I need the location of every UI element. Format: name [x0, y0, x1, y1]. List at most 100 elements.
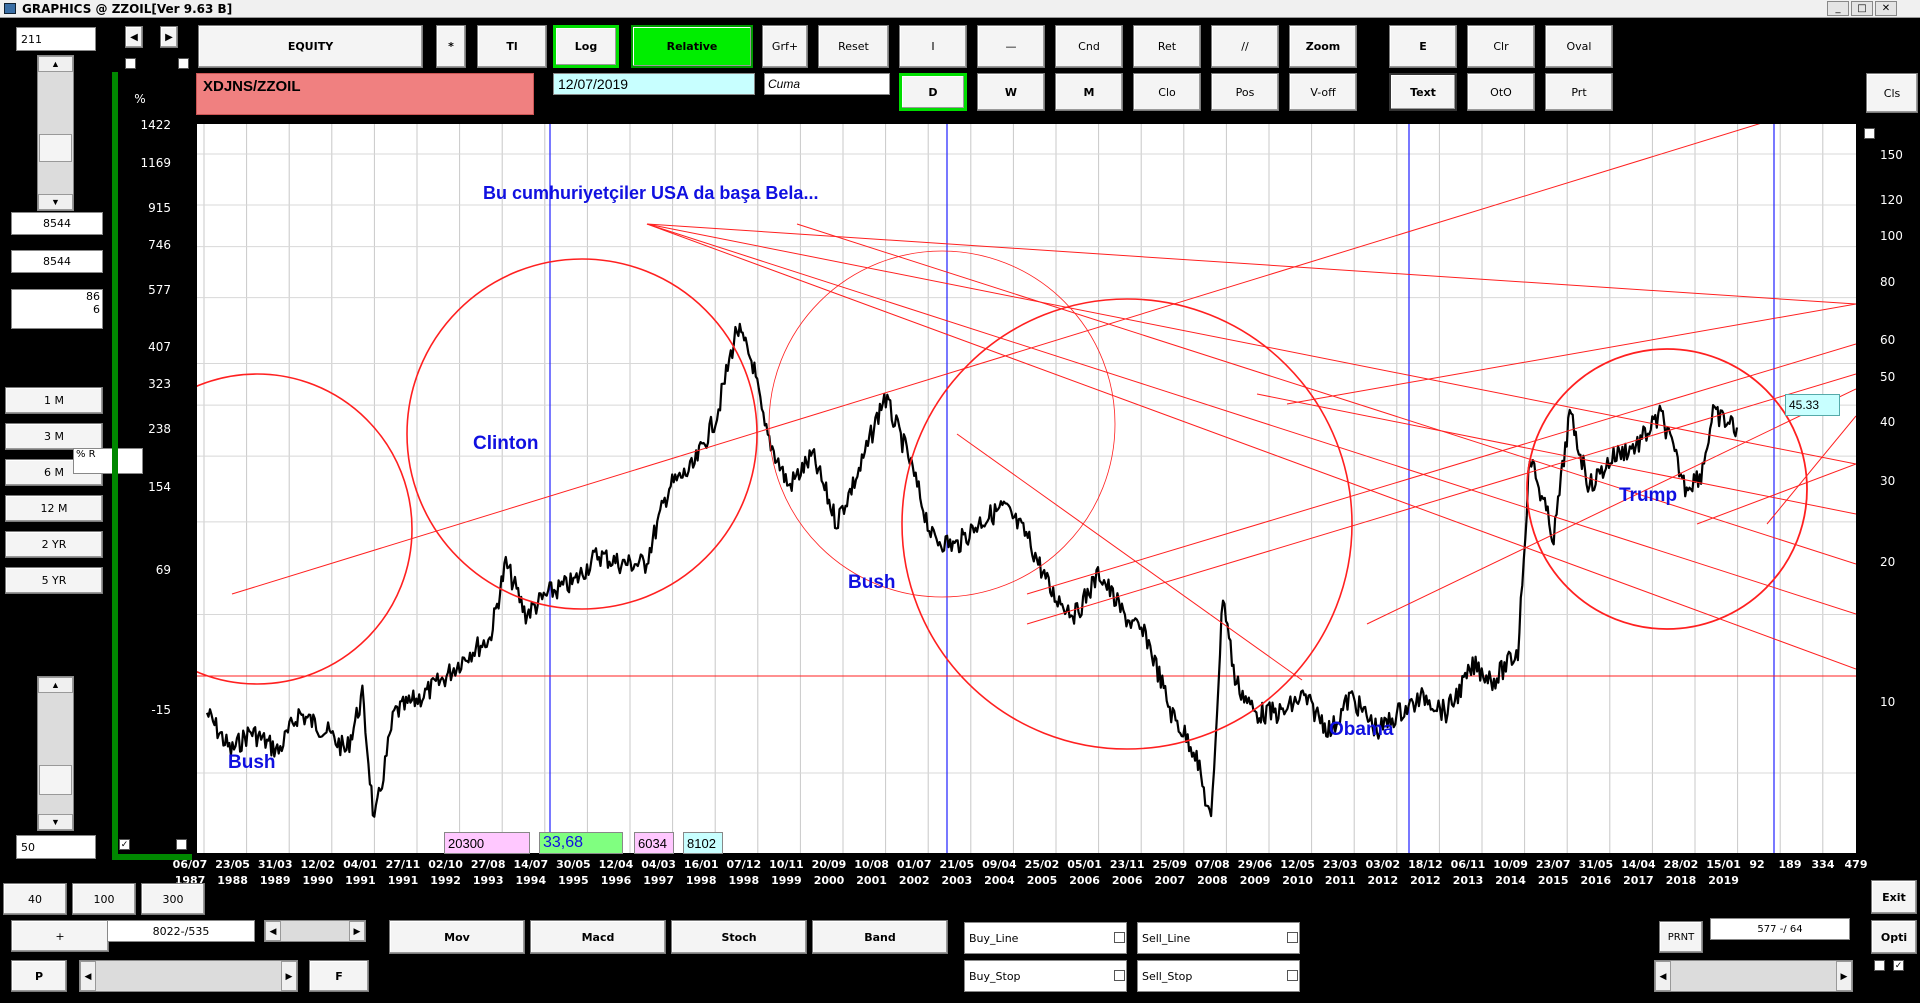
band-button[interactable]: Band	[812, 920, 948, 954]
bottom-checkbox-2[interactable]	[176, 839, 187, 850]
upper-vertical-scrollbar[interactable]: ▲ ▼	[37, 55, 74, 211]
relative-button[interactable]: Relative	[631, 25, 753, 68]
bottom-checkbox-1[interactable]: ✓	[119, 839, 130, 850]
horizontal-line-button[interactable]: —	[977, 25, 1045, 68]
scroll-left-icon[interactable]: ◀	[265, 921, 281, 941]
v-off-button[interactable]: V-off	[1289, 73, 1357, 111]
percent-r-field[interactable]: % R	[73, 448, 143, 474]
x-axis-year: 1996	[600, 874, 632, 887]
sell-stop-checkbox[interactable]	[1287, 970, 1298, 981]
right-top-checkbox[interactable]	[1864, 128, 1875, 139]
chart-pane[interactable]	[197, 124, 1856, 853]
price-chart[interactable]	[197, 124, 1856, 853]
zoom-300-button[interactable]: 300	[141, 883, 205, 915]
scroll-down-icon[interactable]: ▼	[38, 194, 73, 210]
close-button[interactable]: ✕	[1875, 1, 1897, 16]
x-axis-label: 07/12 1998	[722, 857, 766, 889]
x-axis-date: 92	[1749, 858, 1765, 871]
left-checkbox-2[interactable]	[178, 58, 189, 69]
cnd-button[interactable]: Cnd	[1055, 25, 1123, 68]
left-bottom-value[interactable]: 50	[16, 835, 96, 859]
x-axis-date: 14/07	[513, 858, 549, 871]
equity-button[interactable]: EQUITY	[198, 25, 423, 68]
buy-line-field[interactable]: Buy_Line	[964, 922, 1127, 954]
monthly-button[interactable]: M	[1055, 73, 1123, 111]
clinton-label: Clinton	[473, 433, 539, 454]
x-axis-label: 20/09 2000	[807, 857, 851, 889]
plus-button[interactable]: +	[11, 920, 109, 952]
scroll-right-icon[interactable]: ▶	[1836, 961, 1852, 991]
prnt-button[interactable]: PRNT	[1659, 921, 1703, 953]
e-button[interactable]: E	[1389, 25, 1457, 68]
buy-line-checkbox[interactable]	[1114, 932, 1125, 943]
price-series-line	[205, 322, 1739, 818]
log-button[interactable]: Log	[553, 25, 619, 68]
reset-button[interactable]: Reset	[818, 25, 889, 68]
ret-button[interactable]: Ret	[1133, 25, 1201, 68]
i-line-button[interactable]: I	[899, 25, 967, 68]
period-5yr-button[interactable]: 5 YR	[5, 567, 103, 594]
left-top-value[interactable]: 211	[16, 27, 96, 51]
scroll-left-icon[interactable]: ◀	[1655, 961, 1671, 991]
scroll-thumb[interactable]	[39, 134, 72, 162]
opti-checkbox-2[interactable]: ✓	[1893, 960, 1904, 971]
buy-stop-field[interactable]: Buy_Stop	[964, 960, 1127, 992]
pos-button[interactable]: Pos	[1211, 73, 1279, 111]
p-button[interactable]: P	[11, 960, 67, 992]
tl-button[interactable]: Tl	[477, 25, 547, 68]
scroll-right-icon[interactable]: ▶	[281, 961, 297, 991]
x-axis-year: 2002	[898, 874, 930, 887]
scroll-down-icon[interactable]: ▼	[38, 814, 73, 830]
mov-button[interactable]: Mov	[389, 920, 525, 954]
clr-button[interactable]: Clr	[1467, 25, 1535, 68]
exit-button[interactable]: Exit	[1871, 880, 1917, 914]
grf-plus-button[interactable]: Grf+	[762, 25, 808, 68]
zoom-100-button[interactable]: 100	[72, 883, 136, 915]
main-horizontal-scrollbar[interactable]: ◀ ▶	[79, 960, 298, 992]
stoch-button[interactable]: Stoch	[671, 920, 807, 954]
left-checkbox-1[interactable]	[125, 58, 136, 69]
date-field[interactable]: 12/07/2019	[553, 73, 755, 95]
x-axis-date: 14/04	[1621, 858, 1656, 871]
parallel-lines-button[interactable]: //	[1211, 25, 1279, 68]
y-right-tick: 80	[1880, 275, 1896, 289]
oval-button[interactable]: Oval	[1545, 25, 1613, 68]
maximize-button[interactable]: □	[1851, 1, 1873, 16]
period-12m-button[interactable]: 12 M	[5, 495, 103, 522]
left-arrow-icon[interactable]: ◀	[125, 26, 143, 48]
period-3m-button[interactable]: 3 M	[5, 423, 103, 450]
opti-checkbox-1[interactable]	[1874, 960, 1885, 971]
scroll-up-icon[interactable]: ▲	[38, 677, 73, 693]
text-button[interactable]: Text	[1389, 73, 1457, 111]
sell-line-field[interactable]: Sell_Line	[1137, 922, 1300, 954]
range-scrollbar[interactable]: ◀ ▶	[264, 920, 366, 942]
prt-button[interactable]: Prt	[1545, 73, 1613, 111]
weekly-button[interactable]: W	[977, 73, 1045, 111]
scroll-thumb[interactable]	[39, 765, 72, 795]
star-button[interactable]: *	[436, 25, 466, 68]
daily-button[interactable]: D	[899, 73, 967, 111]
period-1m-button[interactable]: 1 M	[5, 387, 103, 414]
macd-button[interactable]: Macd	[530, 920, 666, 954]
f-button[interactable]: F	[309, 960, 369, 992]
sell-stop-field[interactable]: Sell_Stop	[1137, 960, 1300, 992]
zoom-40-button[interactable]: 40	[3, 883, 67, 915]
buy-stop-checkbox[interactable]	[1114, 970, 1125, 981]
x-axis-label: 16/01 1998	[679, 857, 723, 889]
period-2yr-button[interactable]: 2 YR	[5, 531, 103, 558]
right-arrow-icon[interactable]: ▶	[160, 26, 178, 48]
minimize-button[interactable]: _	[1827, 1, 1849, 16]
lower-vertical-scrollbar[interactable]: ▲ ▼	[37, 676, 74, 831]
opti-button[interactable]: Opti	[1871, 920, 1917, 954]
clo-button[interactable]: Clo	[1133, 73, 1201, 111]
cls-button[interactable]: Cls	[1866, 73, 1918, 113]
x-axis-date: 18/12	[1408, 858, 1443, 871]
scroll-up-icon[interactable]: ▲	[38, 56, 73, 72]
scroll-right-icon[interactable]: ▶	[349, 921, 365, 941]
oto-button[interactable]: OtO	[1467, 73, 1535, 111]
sell-line-checkbox[interactable]	[1287, 932, 1298, 943]
zoom-button[interactable]: Zoom	[1289, 25, 1357, 68]
scroll-left-icon[interactable]: ◀	[80, 961, 96, 991]
right-horizontal-scrollbar[interactable]: ◀ ▶	[1654, 960, 1853, 992]
trend-line	[646, 223, 1856, 465]
